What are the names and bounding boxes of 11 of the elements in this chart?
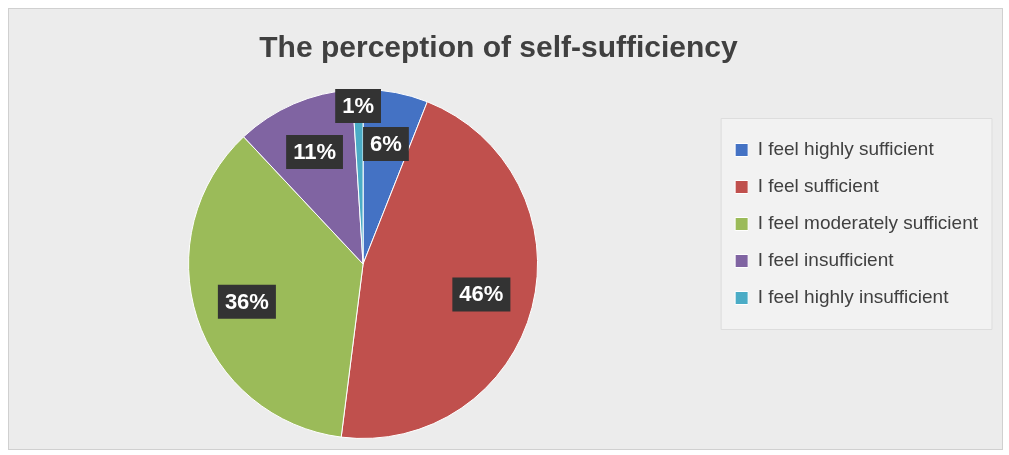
legend-label: I feel moderately sufficient: [757, 212, 979, 234]
legend-label: I feel highly sufficient: [757, 138, 935, 160]
legend-label: I feel insufficient: [757, 249, 895, 271]
chart-title: The perception of self-sufficiency: [259, 30, 739, 64]
data-label: 1%: [342, 92, 374, 118]
legend-label: I feel highly insufficient: [757, 286, 950, 308]
data-label: 6%: [370, 131, 402, 157]
legend-label: I feel sufficient: [757, 175, 880, 197]
data-label: 36%: [224, 288, 269, 314]
data-label: 11%: [293, 138, 336, 164]
data-label: 46%: [459, 281, 504, 307]
